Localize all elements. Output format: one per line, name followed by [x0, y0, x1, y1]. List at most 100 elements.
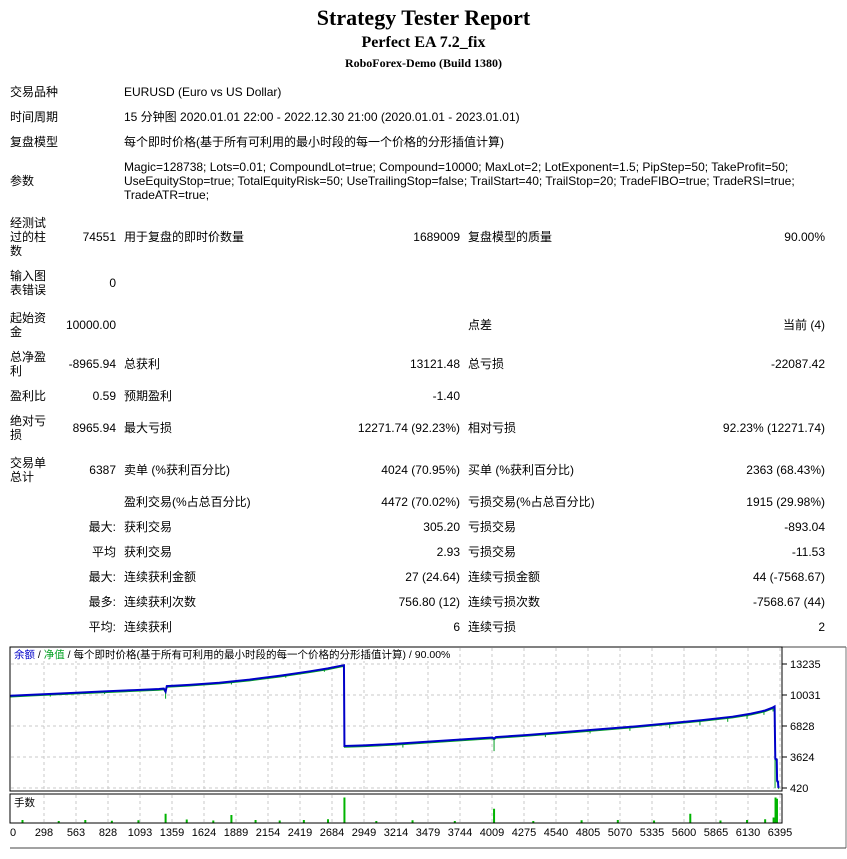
label-cell: 相对亏损: [468, 421, 517, 435]
label-cell: 买单 (%获利百分比): [468, 463, 574, 477]
x-axis-label: 1093: [128, 827, 152, 839]
lots-label: 手数: [14, 796, 35, 809]
value-cell: 当前 (4): [782, 318, 825, 332]
row-value: EURUSD (Euro vs US Dollar): [124, 85, 282, 99]
x-axis-label: 563: [67, 827, 85, 839]
value-cell: 平均: [91, 545, 116, 559]
chart-legend: 余额 / 净值 / 每个即时价格(基于所有可利用的最小时段的每一个价格的分形插值…: [14, 648, 450, 661]
y-axis-label: 10031: [790, 690, 821, 702]
value-cell: 2363 (68.43%): [746, 463, 825, 477]
table-row: 最大: 连续获利金额 27 (24.64) 连续亏损金额 44 (-7568.67): [10, 570, 825, 584]
x-axis-label: 2154: [256, 827, 280, 839]
y-axis-label: 420: [790, 783, 808, 795]
ea-name: Perfect EA 7.2_fix: [361, 34, 486, 51]
server-build: RoboForex-Demo (Build 1380): [344, 56, 503, 70]
value-cell: 最大:: [88, 520, 116, 534]
table-row: 复盘模型 每个即时价格(基于所有可利用的最小时段的每一个价格的分形插值计算): [10, 135, 825, 149]
value-cell: 2.93: [436, 545, 460, 559]
x-axis-label: 4275: [512, 827, 536, 839]
value-cell: -893.04: [784, 520, 825, 534]
x-axis-label: 0: [10, 827, 16, 839]
label-cell: 复盘模型的质量: [468, 230, 553, 244]
x-axis-label: 298: [35, 827, 53, 839]
label-cell: 起始资金: [10, 311, 47, 339]
label-cell: 获利交易: [124, 520, 173, 534]
label-cell: 连续获利次数: [124, 595, 197, 609]
row-value: Magic=128738; Lots=0.01; CompoundLot=tru…: [124, 160, 795, 202]
x-axis-label: 3744: [448, 827, 472, 839]
value-cell: 最大:: [88, 570, 116, 584]
x-axis-label: 5070: [608, 827, 632, 839]
strategy-tester-report: Strategy Tester Report Perfect EA 7.2_fi…: [0, 5, 847, 851]
table-row: 平均 获利交易 2.93 亏损交易 -11.53: [10, 545, 825, 559]
balance-line: [10, 664, 780, 788]
label-cell: 连续亏损金额: [468, 570, 541, 584]
x-axis-label: 3214: [384, 827, 408, 839]
label-cell: 亏损交易: [468, 545, 517, 559]
label-cell: 获利交易: [124, 545, 173, 559]
label-cell: 总净盈利: [10, 350, 47, 378]
row-value: 15 分钟图 2020.01.01 22:00 - 2022.12.30 21:…: [124, 110, 520, 124]
report-header: Strategy Tester Report Perfect EA 7.2_fi…: [0, 5, 847, 71]
label-cell: 连续获利金额: [124, 570, 197, 584]
value-cell: 305.20: [423, 520, 460, 534]
value-cell: 4024 (70.95%): [381, 463, 460, 477]
value-cell: 0: [109, 276, 116, 290]
label-cell: 总亏损: [468, 357, 505, 371]
label-cell: 总获利: [124, 357, 161, 371]
y-axis-label: 13235: [790, 659, 821, 671]
x-axis-label: 1359: [160, 827, 184, 839]
table-row: 绝对亏损 8965.94 最大亏损 12271.74 (92.23%) 相对亏损 92.2…: [10, 414, 825, 442]
value-cell: 1689009: [413, 230, 460, 244]
table-row: 起始资金 10000.00 点差 当前 (4): [10, 311, 825, 339]
x-axis-label: 4805: [576, 827, 600, 839]
y-axis-label: 3624: [790, 752, 814, 764]
label-cell: 连续亏损次数: [468, 595, 541, 609]
value-cell: 4472 (70.02%): [381, 495, 460, 509]
label-cell: 亏损交易(%占总百分比): [468, 495, 595, 509]
table-row: 最多: 连续获利次数 756.80 (12) 连续亏损次数 -7568.67 (44): [10, 595, 825, 609]
x-axis-label: 2419: [288, 827, 312, 839]
x-axis-label: 2949: [352, 827, 376, 839]
table-row: 最大: 获利交易 305.20 亏损交易 -893.04: [10, 520, 825, 534]
stats-table: 交易品种 EURUSD (Euro vs US Dollar) 时间周期 15 分钟图…: [0, 85, 847, 634]
row-label: 复盘模型: [10, 135, 59, 149]
label-cell: 盈利交易(%占总百分比): [124, 495, 251, 509]
value-cell: 2: [818, 620, 825, 634]
table-row: 输入图表错误 0: [10, 269, 825, 297]
row-value: 每个即时价格(基于所有可利用的最小时段的每一个价格的分形插值计算): [124, 135, 504, 149]
value-cell: -22087.42: [770, 357, 825, 371]
x-axis-label: 1624: [192, 827, 216, 839]
table-row: 交易单总计 6387 卖单 (%获利百分比) 4024 (70.95%) 买单 (%获利…: [10, 456, 825, 484]
value-cell: 74551: [82, 230, 116, 244]
value-cell: 27 (24.64): [405, 570, 460, 584]
label-cell: 预期盈利: [124, 389, 173, 403]
label-cell: 交易单总计: [10, 456, 47, 484]
value-cell: -8965.94: [68, 357, 116, 371]
value-cell: 90.00%: [784, 230, 825, 244]
label-cell: 连续亏损: [468, 620, 517, 634]
x-axis-label: 3479: [416, 827, 440, 839]
table-row: 时间周期 15 分钟图 2020.01.01 22:00 - 2022.12.30…: [10, 110, 825, 124]
value-cell: 13121.48: [409, 357, 460, 371]
value-cell: -1.40: [432, 389, 460, 403]
value-cell: 12271.74 (92.23%): [357, 421, 460, 435]
value-cell: 10000.00: [65, 318, 116, 332]
label-cell: 绝对亏损: [10, 414, 47, 442]
table-row: 交易品种 EURUSD (Euro vs US Dollar): [10, 85, 825, 99]
x-axis-label: 2684: [320, 827, 344, 839]
x-axis-label: 1889: [224, 827, 248, 839]
x-axis-label: 4540: [544, 827, 568, 839]
value-cell: 92.23% (12271.74): [722, 421, 825, 435]
x-axis-label: 6130: [736, 827, 760, 839]
label-cell: 连续获利: [124, 620, 173, 634]
label-cell: 亏损交易: [468, 520, 517, 534]
x-axis-label: 4009: [480, 827, 504, 839]
value-cell: -11.53: [791, 545, 825, 559]
row-label: 参数: [10, 174, 35, 188]
x-axis-label: 5335: [640, 827, 664, 839]
label-cell: 盈利比: [10, 389, 47, 403]
table-row: 盈利交易(%占总百分比) 4472 (70.02%) 亏损交易(%占总百分比) 191…: [10, 495, 825, 509]
balance-chart: 13235 10031 6828 3624 420 0 298 563 828 1093 1359 1…: [9, 646, 847, 849]
x-axis-label: 5600: [672, 827, 696, 839]
